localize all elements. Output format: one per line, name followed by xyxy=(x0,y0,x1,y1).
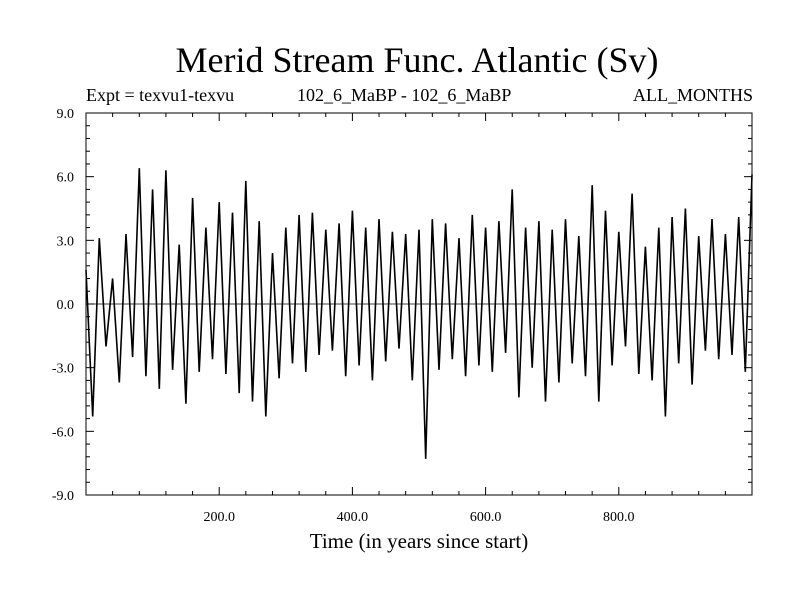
months-label: ALL_MONTHS xyxy=(633,85,753,105)
x-tick-label: 400.0 xyxy=(337,510,369,525)
y-tick-label: 9.0 xyxy=(57,107,75,122)
ticks xyxy=(85,112,753,496)
series-line xyxy=(85,168,753,459)
x-tick-label: 600.0 xyxy=(470,510,502,525)
x-axis-label: Time (in years since start) xyxy=(309,529,529,553)
y-tick-label: 0.0 xyxy=(57,298,75,313)
y-tick-label: -9.0 xyxy=(52,489,74,504)
chart-title: Merid Stream Func. Atlantic (Sv) xyxy=(175,40,659,80)
y-tick-label: 3.0 xyxy=(57,234,75,249)
dataset-label: 102_6_MaBP - 102_6_MaBP xyxy=(297,85,512,105)
y-tick-label: -3.0 xyxy=(52,362,74,377)
tick-labels: -9.0 -6.0 -3.0 0.0 3.0 6.0 9.0 200.0 400.0 600.0 8… xyxy=(52,107,635,525)
y-tick-label: 6.0 xyxy=(57,171,75,186)
experiment-label: Expt = texvu1-texvu xyxy=(86,85,235,105)
axes xyxy=(85,112,753,496)
y-tick-label: -6.0 xyxy=(52,425,74,440)
series xyxy=(85,168,753,459)
x-tick-label: 800.0 xyxy=(603,510,635,525)
x-tick-label: 200.0 xyxy=(203,510,235,525)
